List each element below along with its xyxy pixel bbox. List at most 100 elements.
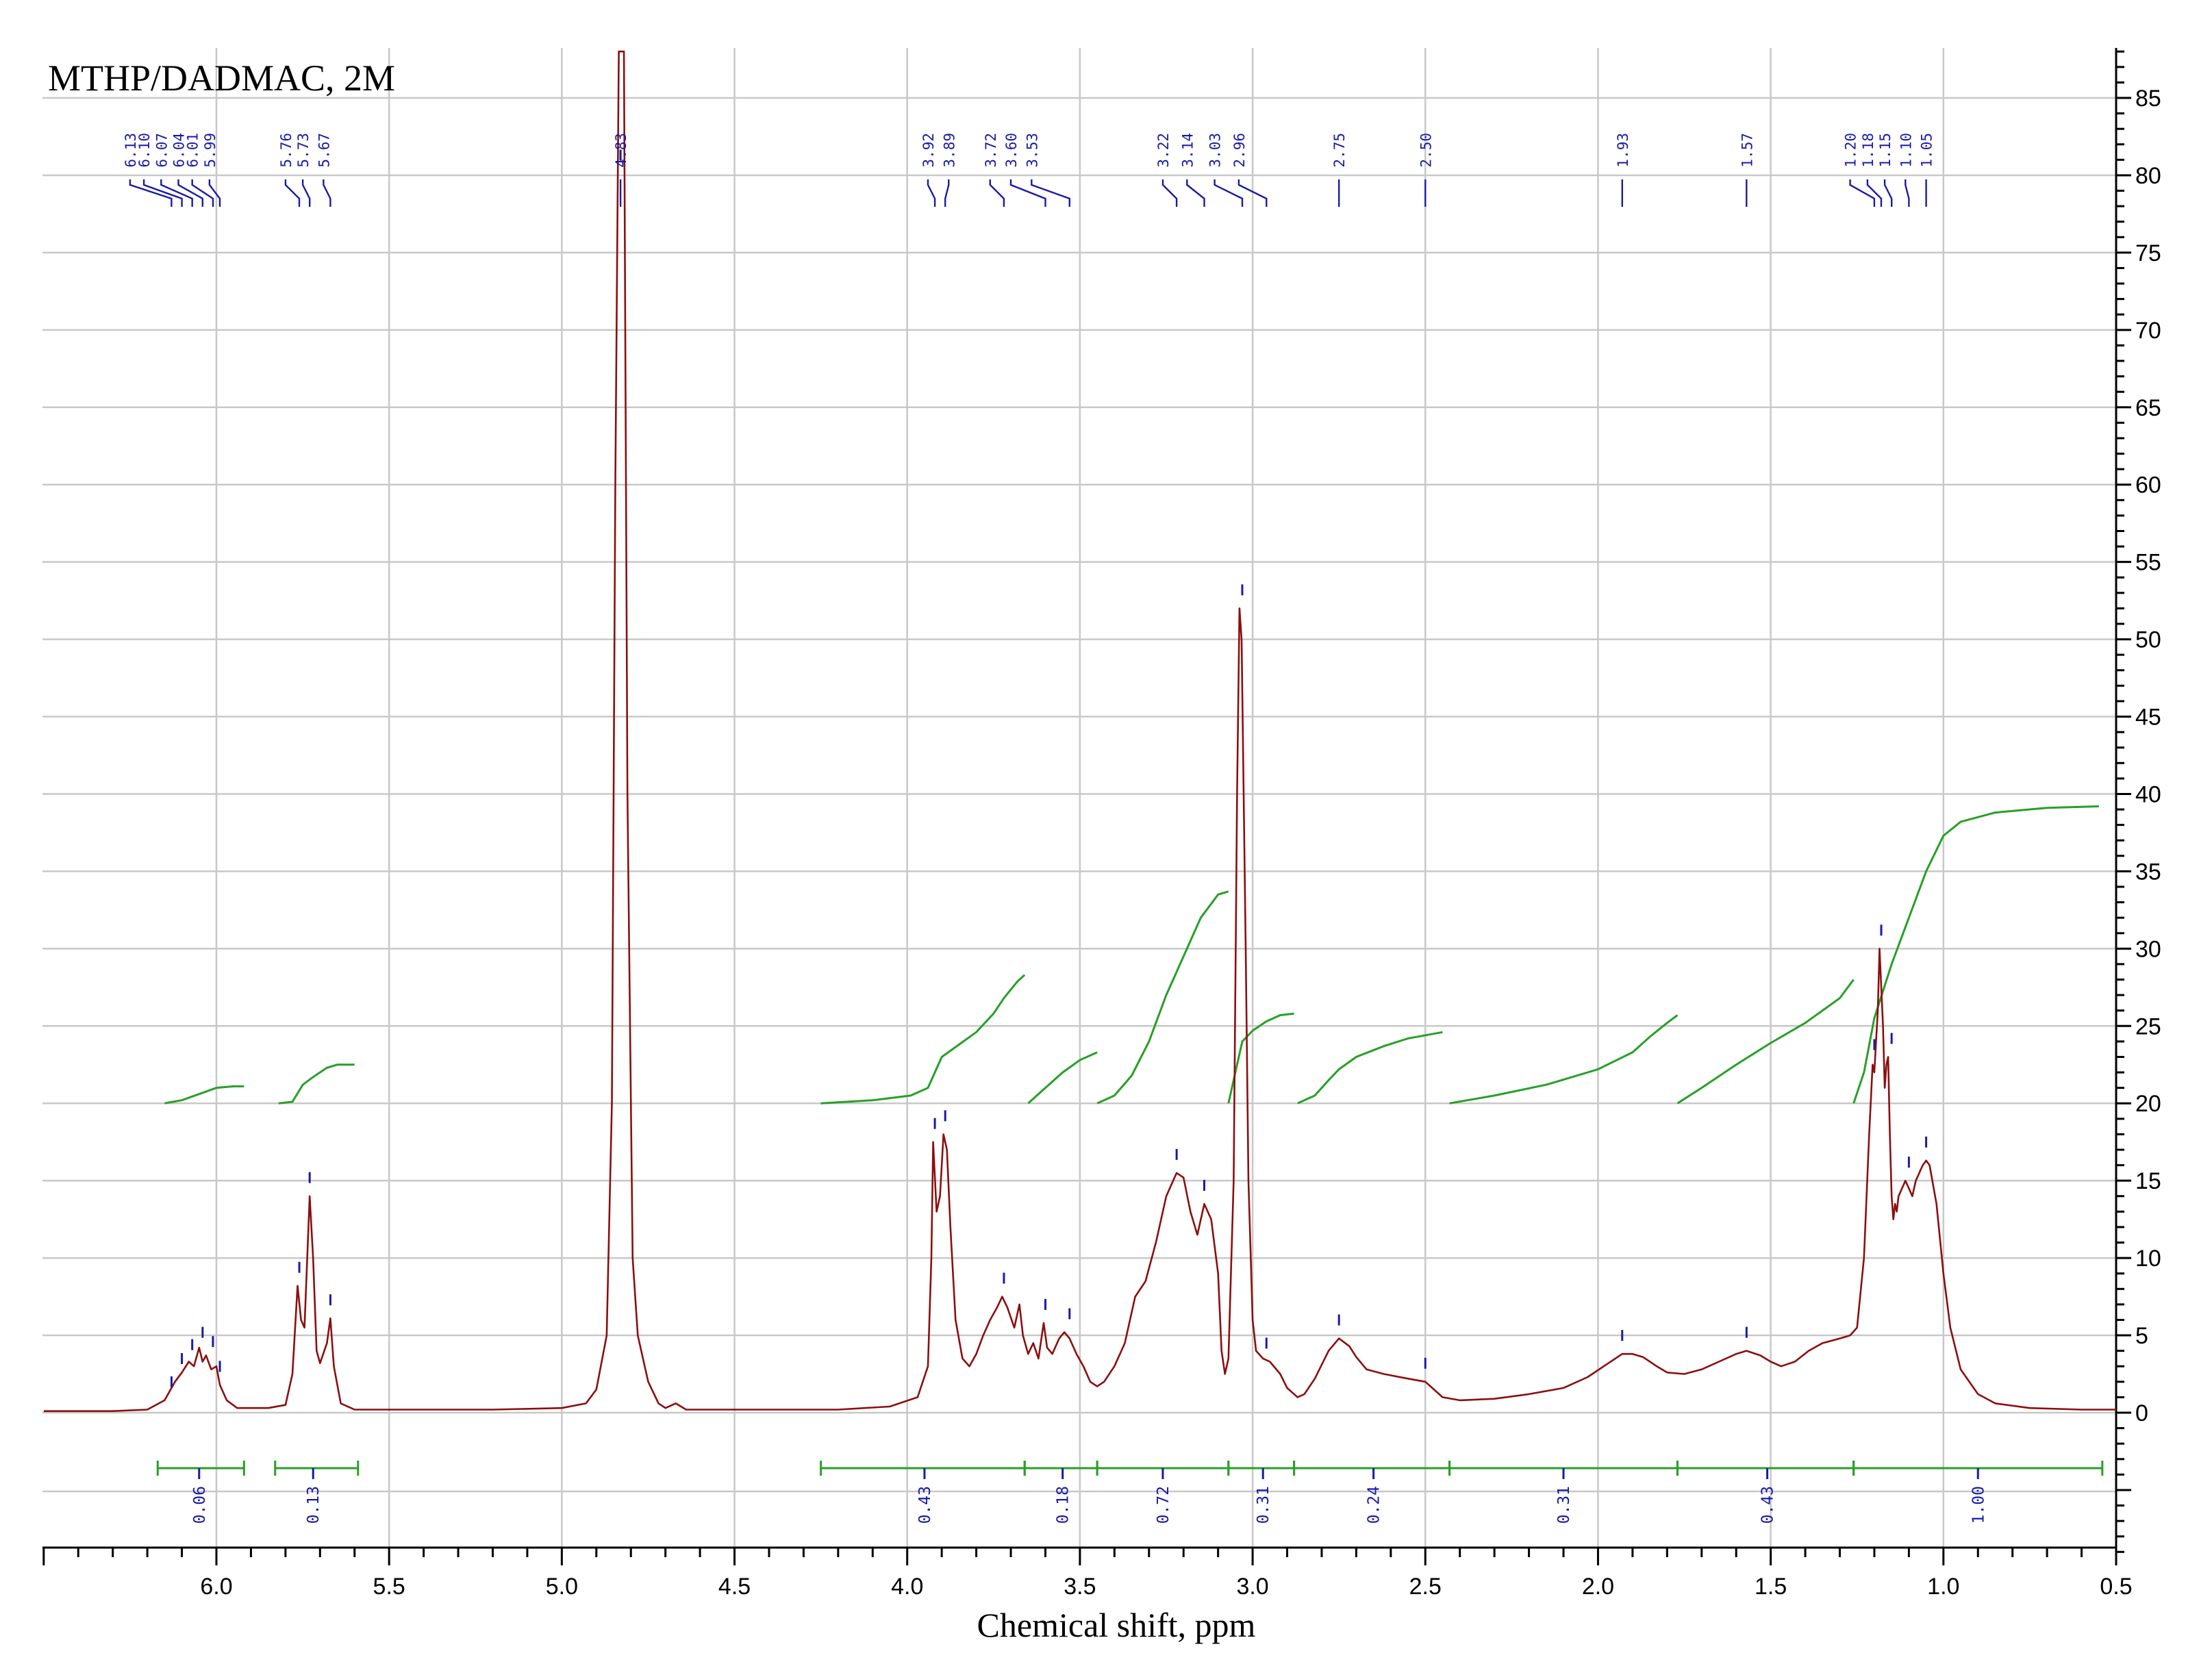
peak-label: 2.50 (1418, 133, 1434, 168)
chart-title: MTHP/DADMAC, 2M (48, 58, 395, 99)
y-tick-label: 10 (2135, 1246, 2161, 1272)
peak-leader-line (1905, 179, 1910, 207)
peak-label: 3.14 (1179, 133, 1196, 168)
integral-regions: 0.06 0.13 0.43 0.18 0.72 0.31 0.24 0.31 0.43 1.00 (156, 1461, 2104, 1524)
integral-value-label: 0.18 (1055, 1486, 1072, 1524)
spectrum-trace (43, 50, 2116, 1412)
peak-leader-line (323, 179, 331, 207)
peak-label: 2.75 (1331, 133, 1348, 168)
y-tick-label: 75 (2135, 240, 2161, 266)
x-tick-label: 1.0 (1927, 1574, 1959, 1600)
peak-leader-line (191, 179, 214, 207)
integral-curve (1027, 1051, 1098, 1105)
peak-leader-line (284, 179, 301, 207)
peak-label: 6.13 (123, 133, 139, 168)
integral-value-label: 0.31 (1555, 1486, 1573, 1524)
y-tick-label: 65 (2135, 395, 2161, 421)
peak-label: 6.01 (185, 133, 201, 168)
peak-leader-line (927, 179, 936, 207)
integral-curve (1297, 1031, 1443, 1105)
peak-leader-line (1214, 179, 1244, 207)
x-axis: 6.0 5.5 5.0 4.5 4.0 3.5 3.0 2.5 2.0 1.5 1.0 0.5 (42, 1548, 2133, 1600)
peak-leader-line (301, 179, 311, 207)
peak-label: 5.99 (202, 133, 218, 168)
peak-leader-line (989, 179, 1005, 207)
peak-leader-line (142, 179, 183, 207)
x-tick-label: 4.5 (718, 1574, 751, 1600)
integral-curve (1676, 979, 1855, 1105)
integral-curve (164, 1085, 244, 1105)
x-tick-label: 5.5 (373, 1574, 405, 1600)
x-tick-label: 2.5 (1409, 1574, 1442, 1600)
integral-value-label: 0.72 (1155, 1486, 1172, 1524)
peak-labels: 6.136.106.076.046.015.995.765.735.674.83… (123, 133, 1935, 1387)
peak-label: 3.72 (983, 133, 999, 168)
peak-label: 3.03 (1207, 133, 1224, 168)
y-tick-label: 25 (2135, 1013, 2161, 1039)
y-axis: 0 5 10 15 20 25 30 35 40 45 50 55 60 65 70 75 80 85 (2116, 50, 2161, 1553)
peak-leader-line (129, 179, 173, 207)
peak-label: 2.96 (1231, 133, 1248, 168)
integral-value-label: 1.00 (1970, 1486, 1987, 1524)
peak-leader-line (1237, 179, 1268, 207)
peak-leader-line (1866, 179, 1883, 207)
peak-label: 1.20 (1843, 133, 1859, 168)
peak-label: 1.10 (1898, 133, 1914, 168)
integral-value-label: 0.31 (1255, 1486, 1272, 1524)
peak-leader-line (1186, 179, 1205, 207)
peak-label: 1.05 (1919, 133, 1935, 168)
y-tick-label: 85 (2135, 86, 2161, 112)
peak-label: 6.07 (153, 133, 170, 168)
y-tick-label: 60 (2135, 472, 2161, 499)
peak-label: 3.89 (941, 133, 957, 168)
integral-curve (278, 1063, 355, 1105)
peak-leader-line (1009, 179, 1046, 207)
y-tick-label: 15 (2135, 1168, 2161, 1194)
peak-label: 3.53 (1024, 133, 1040, 168)
x-tick-label: 3.0 (1236, 1574, 1268, 1600)
peak-label: 5.67 (316, 133, 332, 168)
integral-curve (820, 974, 1026, 1105)
grid-lines (42, 48, 2116, 1548)
y-tick-label: 5 (2135, 1323, 2148, 1349)
integral-value-label: 0.43 (916, 1486, 934, 1524)
peak-label: 3.92 (920, 133, 937, 168)
peak-label: 1.57 (1739, 133, 1755, 168)
peak-leader-line (1849, 179, 1876, 207)
peak-leader-line (208, 179, 221, 207)
x-tick-label: 5.0 (546, 1574, 578, 1600)
peak-label: 3.60 (1003, 133, 1020, 168)
integral-value-label: 0.24 (1366, 1486, 1383, 1524)
y-tick-label: 35 (2135, 859, 2161, 885)
peak-leader-line (1031, 179, 1070, 207)
peak-label: 6.10 (136, 133, 153, 168)
x-axis-title: Chemical shift, ppm (977, 1606, 1256, 1644)
peak-label: 6.04 (171, 133, 188, 168)
y-tick-label: 70 (2135, 318, 2161, 344)
peak-leader-line (1883, 179, 1893, 207)
peak-leader-line (944, 179, 950, 207)
x-tick-label: 1.5 (1755, 1574, 1787, 1600)
integral-value-label: 0.06 (191, 1486, 209, 1524)
x-tick-label: 0.5 (2100, 1574, 2132, 1600)
y-tick-label: 0 (2135, 1400, 2148, 1426)
x-tick-label: 3.5 (1064, 1574, 1096, 1600)
y-tick-label: 40 (2135, 781, 2161, 807)
peak-leader-line (1161, 179, 1178, 207)
spectrum-line (43, 50, 2116, 1412)
y-tick-label: 80 (2135, 163, 2161, 189)
y-tick-label: 50 (2135, 627, 2161, 653)
integral-curve (1852, 805, 2099, 1104)
peak-leader-line (160, 179, 193, 207)
peak-label: 3.22 (1155, 133, 1172, 168)
integral-value-label: 0.13 (305, 1486, 323, 1524)
integral-value-label: 0.43 (1759, 1486, 1777, 1524)
peak-label: 1.93 (1615, 133, 1631, 168)
peak-label: 5.73 (295, 133, 312, 168)
peak-label: 5.76 (278, 133, 294, 168)
integral-curves (164, 805, 2099, 1105)
x-tick-label: 6.0 (200, 1574, 232, 1600)
peak-label: 1.18 (1860, 133, 1876, 168)
